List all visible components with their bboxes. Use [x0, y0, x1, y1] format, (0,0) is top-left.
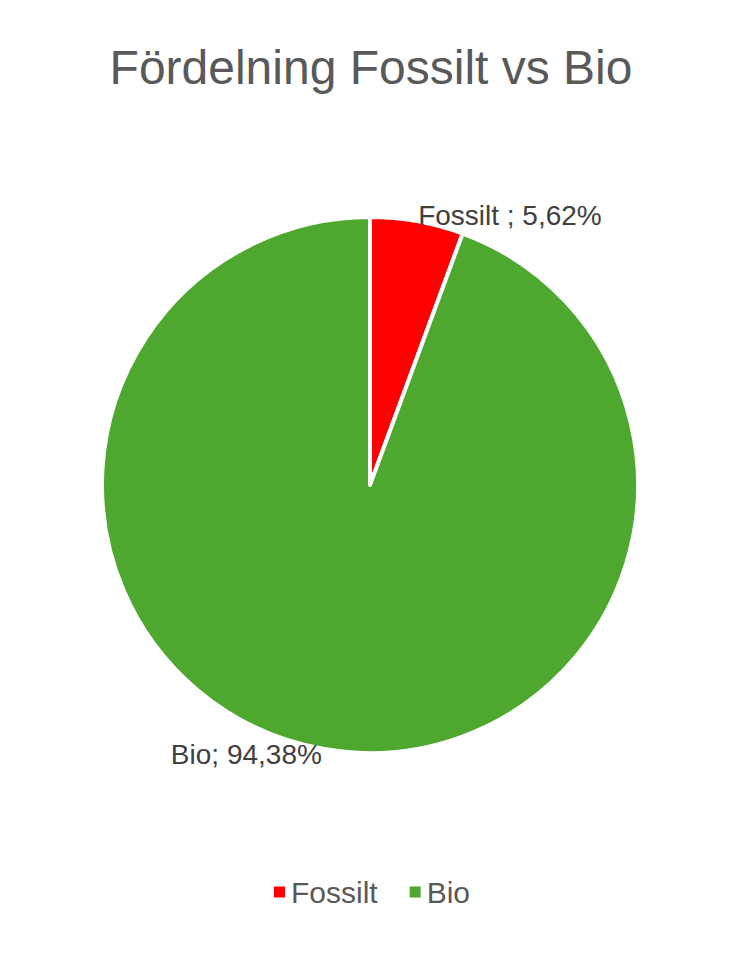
- svg-text:Fördelning Fossilt vs Bio: Fördelning Fossilt vs Bio: [110, 41, 633, 94]
- svg-text:Bio; 94,38%: Bio; 94,38%: [171, 739, 322, 770]
- svg-text:Fossilt: Fossilt: [291, 876, 378, 909]
- svg-text:Bio: Bio: [427, 876, 470, 909]
- svg-text:Fossilt ; 5,62%: Fossilt ; 5,62%: [418, 200, 602, 231]
